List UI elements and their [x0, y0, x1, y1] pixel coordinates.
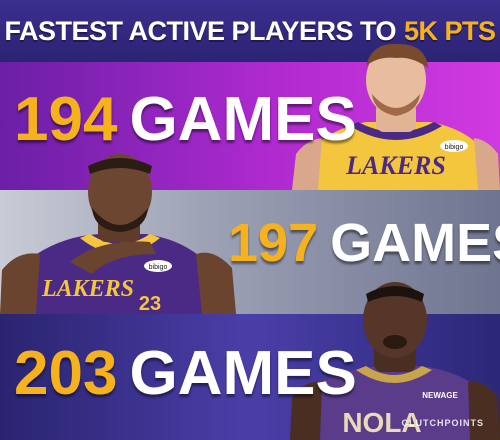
- header-banner: FASTEST ACTIVE PLAYERS TO 5K PTS: [0, 0, 500, 62]
- row-1-unit: GAMES: [129, 85, 357, 154]
- player-1-photo: LAKERS bibigo: [292, 43, 500, 190]
- row-2-number: 197: [228, 213, 319, 273]
- row-2-unit: GAMES: [330, 213, 500, 273]
- player-3-sponsor: NEWAGE: [422, 391, 458, 400]
- header-title: FASTEST ACTIVE PLAYERS TO: [4, 15, 397, 46]
- watermark-logo: CLUTCHPOINTS: [401, 418, 484, 428]
- player-3-jersey-text: NOLA: [342, 407, 421, 438]
- header-title-highlight: 5K PTS: [404, 15, 496, 46]
- row-2-stat: 197GAMES: [228, 212, 500, 274]
- player-1-sponsor: bibigo: [445, 144, 464, 151]
- player-2-sponsor: bibigo: [149, 264, 168, 271]
- row-1-number: 194: [14, 85, 118, 154]
- player-2-jersey-text: LAKERS: [41, 276, 134, 302]
- row-3-stat: 203 GAMES: [14, 338, 357, 409]
- player-2-photo: LAKERS 23 bibigo: [0, 154, 236, 314]
- row-3-number: 203: [14, 339, 118, 408]
- player-3-photo: NOLA NEWAGE: [290, 282, 500, 440]
- player-1-jersey-text: LAKERS: [345, 151, 446, 180]
- row-3-unit: GAMES: [129, 339, 357, 408]
- player-2-jersey-number: 23: [139, 293, 161, 314]
- row-1-stat: 194 GAMES: [14, 84, 357, 155]
